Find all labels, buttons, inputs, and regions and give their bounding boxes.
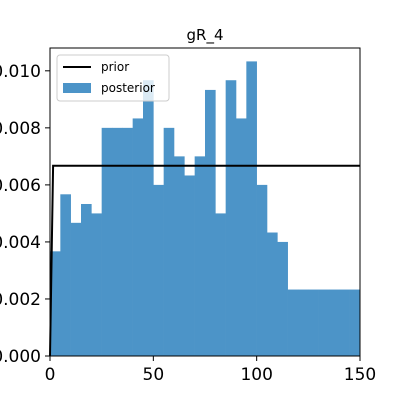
posterior-bar bbox=[256, 184, 268, 356]
posterior-bar bbox=[246, 61, 257, 356]
posterior-bar bbox=[298, 289, 309, 356]
y-axis-ticks: 0.000 0.002 0.004 0.006 0.008 0.010 bbox=[0, 62, 50, 367]
y-tick-label: 0.006 bbox=[0, 176, 41, 196]
prior-line bbox=[49, 164, 360, 357]
posterior-bar bbox=[143, 80, 154, 357]
posterior-bar bbox=[215, 213, 226, 356]
legend: prior posterior bbox=[56, 54, 170, 102]
posterior-bar bbox=[287, 289, 299, 356]
posterior-bar bbox=[101, 127, 113, 356]
posterior-bar bbox=[267, 232, 278, 356]
x-tick-label: 150 bbox=[344, 365, 376, 385]
posterior-bar bbox=[50, 251, 61, 356]
y-tick-label: 0.002 bbox=[0, 290, 41, 310]
x-tick-label: 100 bbox=[240, 365, 272, 385]
posterior-bar bbox=[174, 156, 185, 356]
posterior-bar bbox=[318, 289, 330, 356]
posterior-bar bbox=[329, 289, 340, 356]
posterior-bar bbox=[153, 184, 164, 356]
posterior-bar bbox=[122, 127, 133, 356]
posterior-bar bbox=[308, 289, 319, 356]
posterior-bar bbox=[163, 127, 175, 356]
y-tick-label: 0.008 bbox=[0, 119, 41, 139]
posterior-bar bbox=[70, 222, 82, 356]
posterior-bar bbox=[236, 118, 247, 357]
plot-frame bbox=[49, 47, 361, 357]
prior-line-group bbox=[49, 164, 360, 357]
posterior-bar bbox=[112, 127, 123, 356]
x-tick-label: 0 bbox=[45, 365, 56, 385]
posterior-bar bbox=[205, 89, 216, 356]
legend-posterior-swatch bbox=[63, 83, 91, 93]
x-tick-label: 50 bbox=[143, 365, 165, 385]
legend-prior-label: prior bbox=[101, 60, 129, 74]
posterior-bar bbox=[184, 175, 195, 356]
x-axis-ticks: 0 50 100 150 bbox=[45, 356, 376, 385]
posterior-bar bbox=[60, 194, 71, 356]
y-tick-label: 0.004 bbox=[0, 233, 41, 253]
posterior-bar bbox=[81, 203, 92, 356]
y-tick-label: 0.000 bbox=[0, 347, 41, 367]
posterior-bar bbox=[277, 241, 288, 356]
legend-posterior-label: posterior bbox=[101, 81, 155, 95]
posterior-bar bbox=[194, 156, 206, 356]
y-tick-label: 0.010 bbox=[0, 62, 41, 82]
posterior-bar bbox=[91, 213, 102, 356]
posterior-bar bbox=[339, 289, 350, 356]
posterior-bar bbox=[132, 118, 144, 357]
posterior-bars bbox=[50, 61, 361, 357]
posterior-bar bbox=[225, 80, 237, 357]
chart-title: gR_4 bbox=[187, 26, 224, 45]
posterior-bar bbox=[349, 289, 361, 356]
